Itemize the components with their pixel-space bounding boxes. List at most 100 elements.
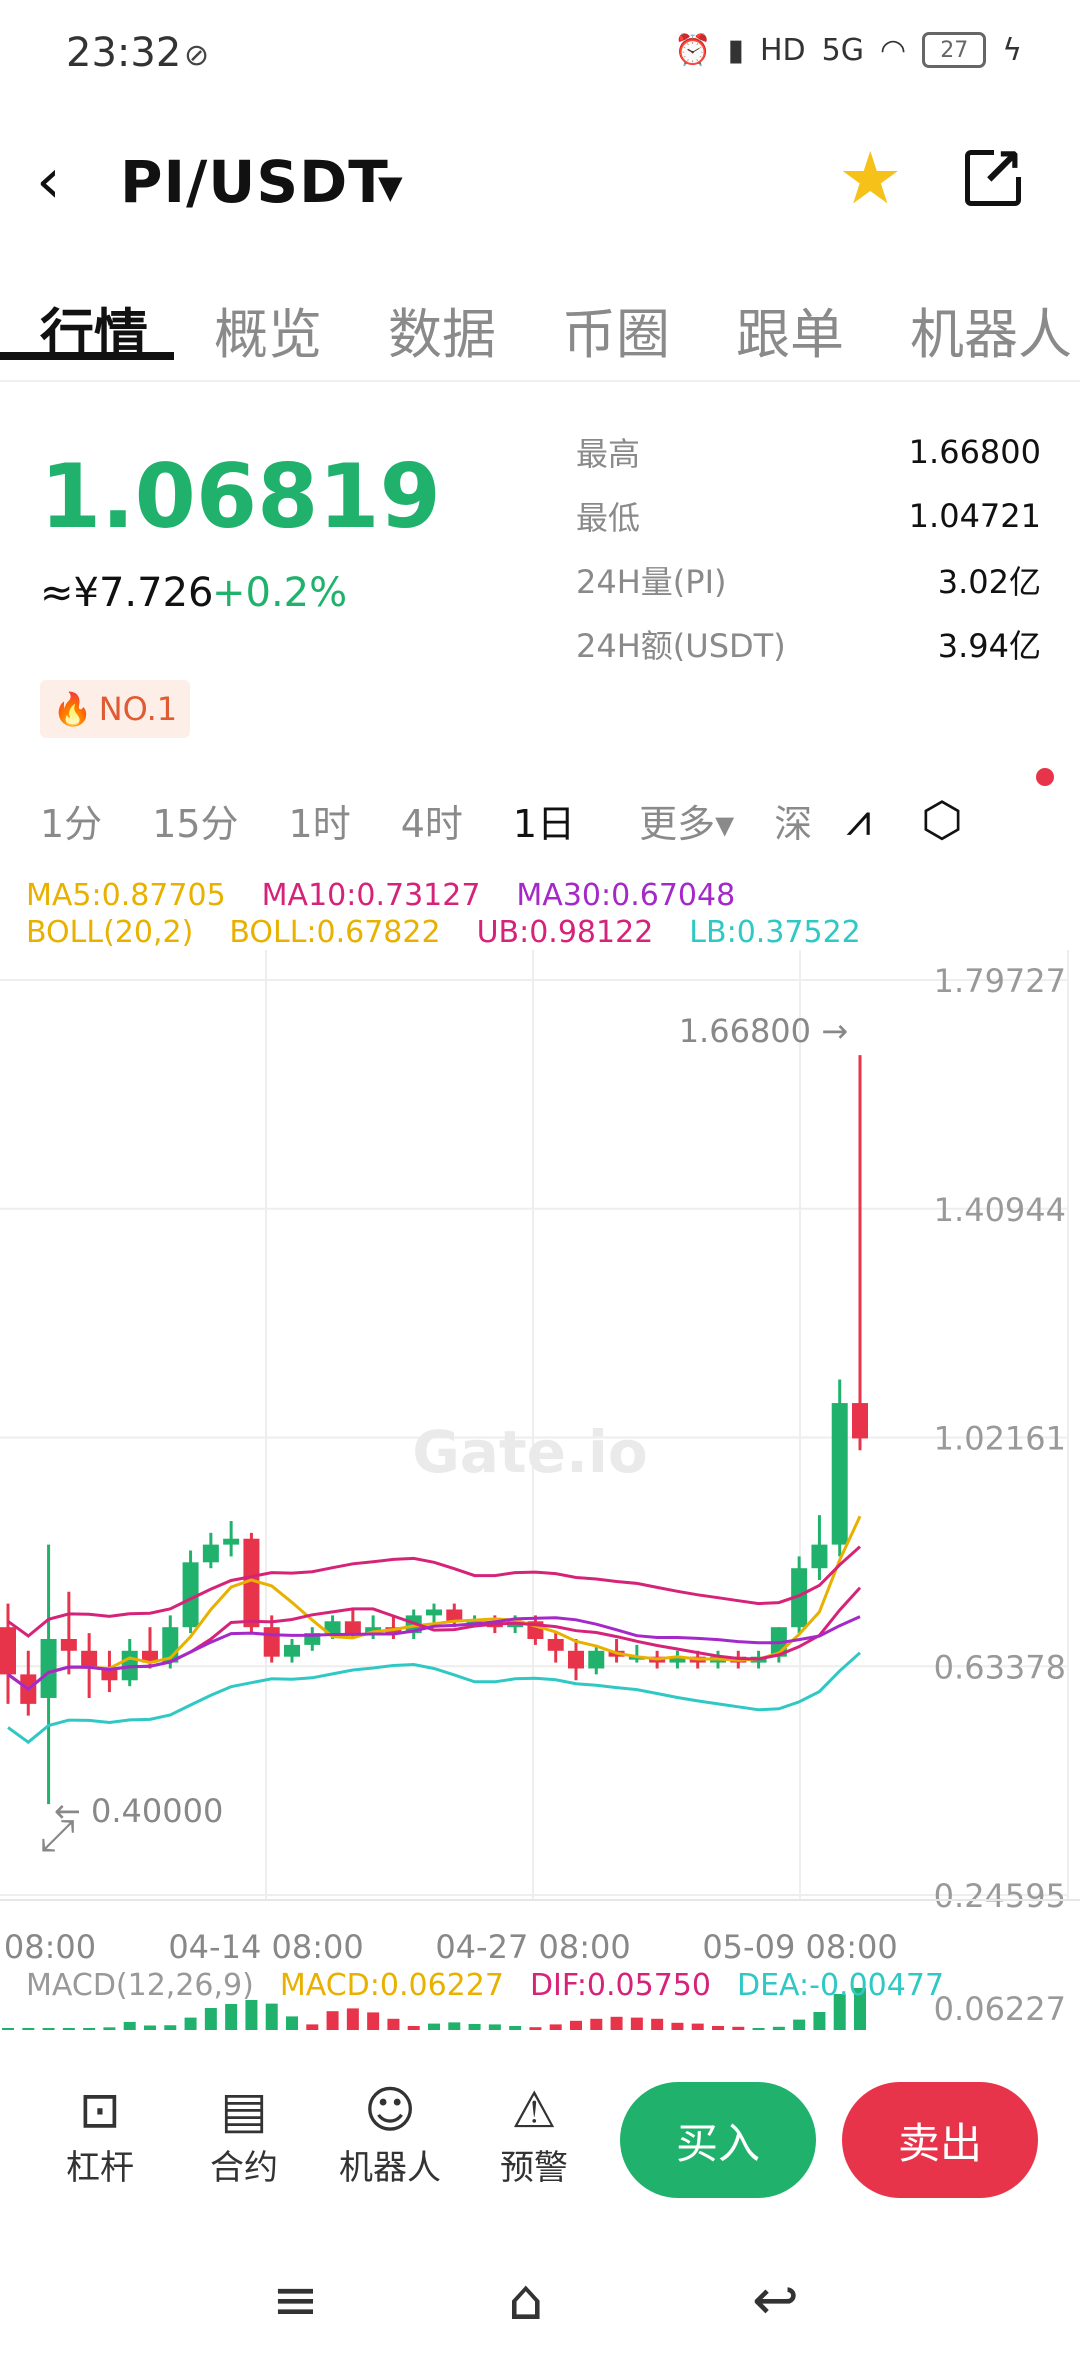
stat-label: 最低: [576, 499, 641, 537]
macd-bar: [83, 2028, 96, 2030]
tab-overview[interactable]: 概览: [214, 303, 322, 366]
boll-value: BOLL:0.67822: [229, 915, 441, 950]
macd-params: MACD(12,26,9): [26, 1968, 254, 2003]
macd-bar: [42, 2028, 55, 2030]
high-price-label: 1.66800 →: [679, 1012, 848, 1050]
tool-label: 机器人: [339, 2148, 441, 2188]
candle-body: [446, 1609, 463, 1622]
candle-body: [81, 1650, 98, 1669]
macd-bar: [346, 2008, 359, 2030]
rank-badge-label: NO.1: [98, 690, 178, 728]
kline-chart[interactable]: 1.79727 1.40944 1.02161 0.63378 0.24595 Gate.…: [0, 950, 1080, 2030]
pair-dropdown-icon[interactable]: ▼: [378, 168, 403, 206]
macd-bar: [123, 2021, 136, 2030]
tool-contract[interactable]: ▤ 合约: [184, 2080, 304, 2189]
macd-bar: [630, 2017, 643, 2030]
favorite-star-icon[interactable]: ★: [838, 136, 903, 220]
battery-icon: 27: [922, 32, 987, 68]
macd-bar: [22, 2028, 35, 2030]
candle-body: [811, 1544, 828, 1569]
buy-button[interactable]: 买入: [620, 2082, 816, 2198]
candle-body: [182, 1562, 199, 1628]
stat-value: 1.04721: [908, 497, 1041, 535]
tab-community[interactable]: 币圈: [562, 303, 670, 366]
period-more[interactable]: 更多▾: [639, 801, 735, 846]
robot-icon: ☺: [363, 2081, 417, 2139]
candle-body: [263, 1627, 280, 1657]
settings-hex-icon[interactable]: ⬡: [921, 792, 963, 848]
macd-bar: [712, 2026, 724, 2030]
tool-label: 预警: [500, 2148, 568, 2188]
candle-body: [142, 1650, 158, 1663]
macd-bar: [286, 2016, 298, 2030]
ma-legend: MA5:0.87705 MA10:0.73127 MA30:0.67048 BO…: [26, 878, 861, 950]
x-tick-label: 04-14 08:00: [168, 1928, 363, 1966]
macd-bar: [387, 2018, 400, 2030]
candle-body: [426, 1609, 442, 1616]
tab-market[interactable]: 行情: [0, 270, 174, 366]
macd-bar: [103, 2027, 116, 2030]
ma5-line: [7, 1515, 862, 1691]
ma5-value: MA5:0.87705: [26, 878, 226, 913]
tool-alert[interactable]: ⚠ 预警: [474, 2080, 594, 2189]
candle-body: [791, 1568, 808, 1628]
main-tabs: 行情 概览 数据 币圈 跟单 机器人: [0, 270, 1080, 382]
period-1d[interactable]: 1日: [512, 801, 576, 846]
dif-value: DIF:0.05750: [529, 1968, 711, 2003]
macd-bar: [62, 2028, 75, 2030]
tab-data[interactable]: 数据: [388, 303, 496, 366]
alarm-icon: ⏰: [674, 32, 712, 68]
period-1h[interactable]: 1时: [288, 801, 351, 846]
status-bar: 23:32 ⊘ ⏰ ▮ HD 5G ◠ 27 ϟ: [0, 0, 1080, 110]
candle-body: [223, 1538, 240, 1545]
macd-bar: [245, 2000, 258, 2030]
rank-badge[interactable]: 🔥 NO.1: [40, 680, 190, 738]
tool-bot[interactable]: ☺ 机器人: [330, 2080, 450, 2189]
leverage-icon: ⊡: [79, 2081, 121, 2139]
stat-value: 3.02亿: [937, 563, 1041, 601]
ma30-line: [7, 1615, 861, 1691]
price-change: +0.2%: [212, 570, 348, 616]
macd-bar: [570, 2020, 582, 2030]
back-icon[interactable]: ‹: [36, 144, 61, 217]
back-nav-icon[interactable]: ↩: [752, 2268, 799, 2333]
tool-label: 杠杆: [66, 2148, 134, 2188]
macd-bar: [610, 2016, 623, 2030]
macd-bar: [144, 2025, 156, 2030]
indicator-chart-icon[interactable]: ⩘: [846, 794, 872, 846]
share-icon[interactable]: [965, 141, 1030, 206]
y-tick-label: 1.79727: [934, 962, 1066, 1000]
candle-body: [202, 1544, 219, 1563]
candle-body: [243, 1538, 260, 1628]
watermark: Gate.io: [412, 1418, 648, 1486]
last-price: 1.06819: [40, 445, 441, 548]
menu-icon[interactable]: ≡: [272, 2268, 319, 2333]
pair-title[interactable]: PI/USDT: [120, 148, 389, 216]
macd-bar: [854, 1988, 866, 2030]
expand-icon: ⤢: [40, 1810, 75, 1861]
candle-body: [60, 1638, 77, 1651]
period-4h[interactable]: 4时: [400, 801, 463, 846]
alarm-bell-icon: ⚠: [511, 2081, 557, 2139]
candle-body: [284, 1644, 300, 1657]
charging-icon: ϟ: [1002, 32, 1022, 68]
depth-tab[interactable]: 深: [774, 801, 813, 846]
home-icon[interactable]: ⌂: [508, 2268, 544, 2333]
tab-copy-trade[interactable]: 跟单: [736, 303, 844, 366]
candle-body: [852, 1403, 868, 1439]
sell-button[interactable]: 卖出: [842, 2082, 1038, 2198]
macd-bar: [772, 2026, 785, 2030]
stat-label: 24H量(PI): [576, 563, 727, 601]
boll-params: BOLL(20,2): [26, 915, 194, 950]
candle-body: [101, 1668, 118, 1681]
candle-body: [831, 1403, 848, 1545]
period-15m[interactable]: 15分: [152, 801, 239, 846]
tab-bot[interactable]: 机器人: [910, 303, 1072, 366]
candle-body: [588, 1650, 605, 1669]
period-1m[interactable]: 1分: [40, 801, 103, 846]
tool-leverage[interactable]: ⊡ 杠杆: [40, 2080, 160, 2189]
stat-row: 24H量(PI) 3.02亿: [576, 548, 1041, 612]
x-tick-label: 08:00: [4, 1928, 96, 1966]
candle-body: [0, 1627, 16, 1675]
vibrate-icon: ▮: [727, 32, 744, 68]
